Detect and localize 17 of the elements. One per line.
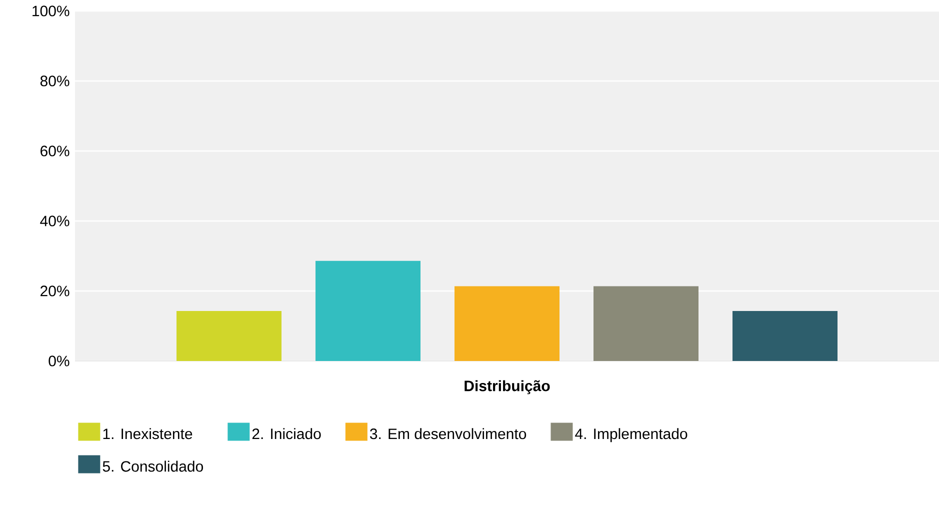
bar	[454, 286, 560, 361]
y-tick-label: 20%	[40, 286, 70, 296]
y-tick-label: 80%	[40, 76, 70, 86]
bar	[594, 286, 699, 361]
bar	[732, 310, 838, 361]
bar	[176, 310, 282, 361]
y-tick-label: 100%	[32, 6, 70, 16]
legend-label: 2. Iniciado	[252, 428, 321, 440]
y-tick-label: 40%	[40, 216, 70, 226]
y-tick-label: 0%	[48, 356, 70, 366]
legend-label: 5. Consolidado	[102, 460, 204, 472]
bar	[316, 260, 421, 361]
legend-label: 3. Em desenvolvimento	[370, 428, 526, 440]
legend-label: 4. Implementado	[575, 428, 688, 442]
y-tick-label: 60%	[40, 146, 70, 156]
x-tick-label: Distribuição	[464, 380, 550, 394]
legend-label: 1. Inexistente	[103, 428, 192, 440]
